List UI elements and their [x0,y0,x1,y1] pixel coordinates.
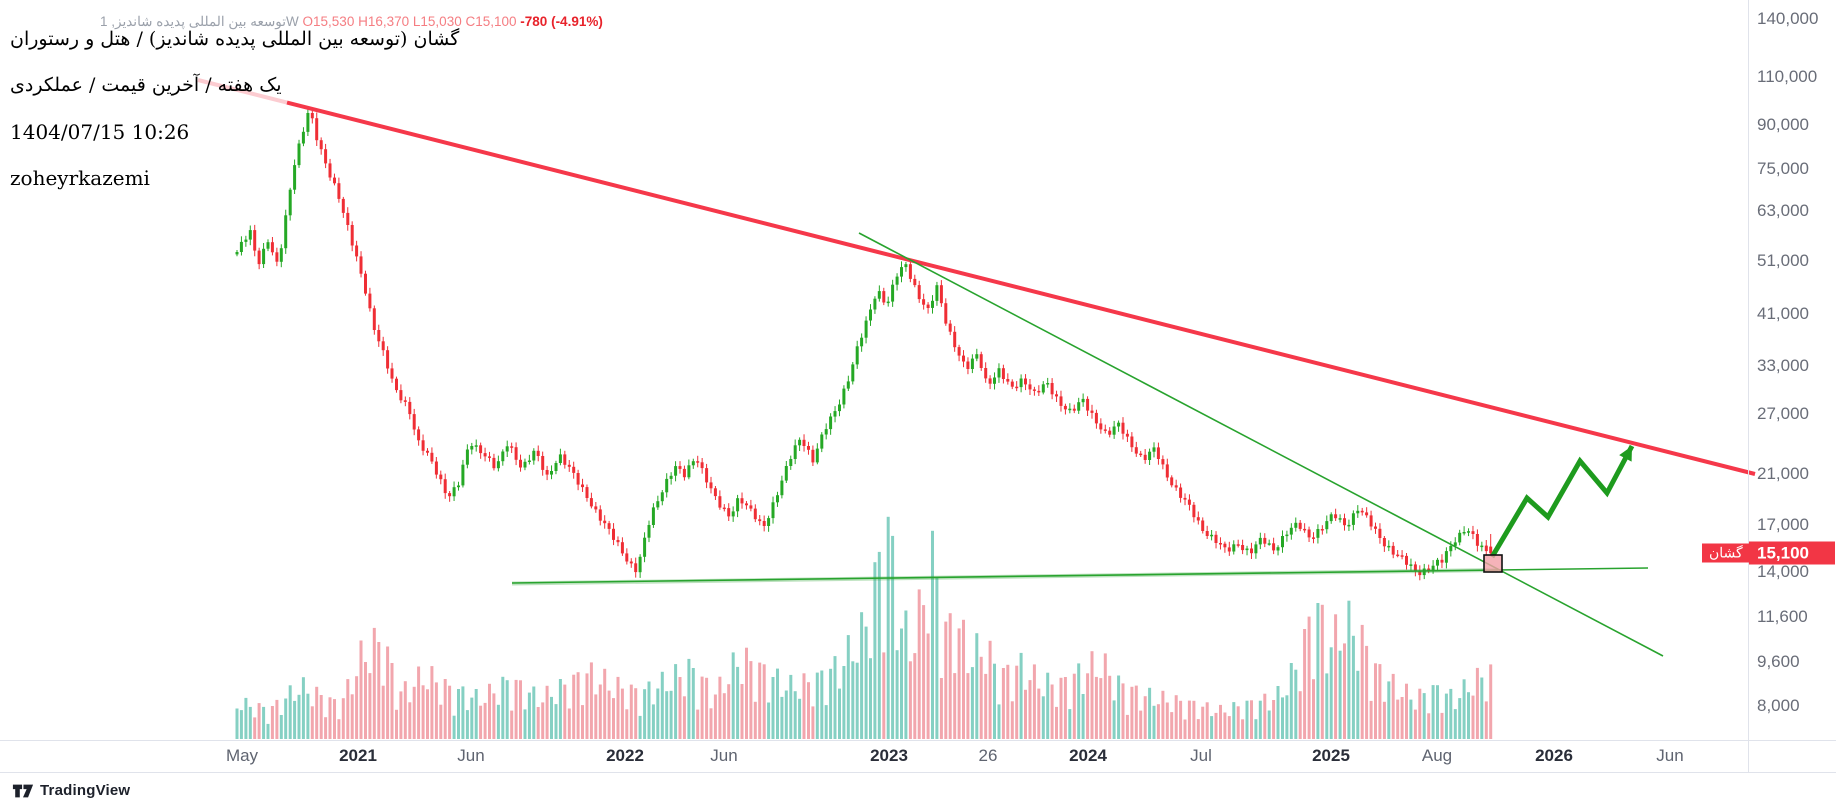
time-tick-label: Jun [457,746,485,765]
time-tick-label: 2023 [870,746,908,765]
price-tick-label: 41,000 [1757,303,1809,323]
tradingview-logo-text: TradingView [40,782,131,799]
tradingview-logo[interactable]: TradingView [12,782,130,799]
legend-symbol[interactable]: توسعه بین المللی پدیده شاندیز, 1W [100,14,299,29]
axis-borders [0,0,1836,773]
time-tick-label: 2024 [1069,746,1107,765]
price-tick-label: 11,600 [1757,606,1808,626]
annotation-title[interactable]: گشان (توسعه بین المللی پدیده شاندیز) / ه… [10,28,460,50]
drawing-objects[interactable] [197,78,1756,657]
tradingview-logo-icon [12,784,34,797]
time-tick-label: Jun [710,746,738,765]
descending-green-trendline[interactable] [858,232,1664,657]
candlestick-series [235,107,1493,581]
legend-low: L15,030 [412,14,462,29]
projection-arrowhead [1619,446,1632,462]
time-tick-label: 2025 [1312,746,1350,765]
legend-high: H16,370 [358,14,410,29]
legend-open: O15,530 [302,14,355,29]
price-axis[interactable]: 140,000 110,000 90,000 75,000 63,000 51,000 41… [1702,0,1836,772]
current-price-label: 15,100 [1749,541,1835,565]
price-tick-label: 9,600 [1757,652,1800,672]
price-tick-label: 21,000 [1757,464,1809,484]
resistance-trendline-faded[interactable] [197,78,288,105]
projection-arrow[interactable] [1489,444,1635,559]
legend-close: C15,100 [465,14,517,29]
time-tick-label: Aug [1421,746,1453,765]
price-tick-label: 63,000 [1757,200,1809,220]
time-tick-label: 26 [978,746,998,765]
price-tick-label: 110,000 [1757,66,1818,86]
time-tick-label: 2022 [606,746,644,765]
volume-pane [235,516,1493,739]
price-tick-label: 8,000 [1757,695,1800,715]
time-tick-label: 2021 [339,746,377,765]
annotation-author[interactable]: zoheyrkazemi [10,166,150,190]
support-trendline[interactable] [511,567,1649,584]
time-tick-label: Jul [1190,746,1212,765]
price-tick-label: 90,000 [1757,114,1809,134]
price-tick-label: 27,000 [1757,403,1809,423]
annotation-datetime[interactable]: 1404/07/15 10:26 [10,120,190,144]
price-tick-label: 14,000 [1757,561,1809,581]
price-tick-label: 51,000 [1757,251,1809,271]
time-tick-label: 2026 [1535,746,1573,765]
price-tick-label: 17,000 [1757,514,1809,534]
price-tick-label: 33,000 [1757,355,1809,375]
price-tick-label: 140,000 [1757,8,1819,28]
legend-change: -780 (-4.91%) [520,14,603,29]
legend-bar[interactable]: توسعه بین المللی پدیده شاندیز, 1W O15,53… [100,14,603,30]
resistance-trendline[interactable] [286,100,1756,476]
price-tick-label: 75,000 [1757,158,1809,178]
time-axis[interactable]: May 2021 Jun 2022 Jun 2023 26 2024 Jul 2025 Aug 202… [0,740,1836,772]
symbol-price-tag: گشان [1702,543,1750,563]
breakout-marker-box[interactable] [1483,554,1503,573]
annotation-subtitle[interactable]: یک هفته / آخرین قیمت / عملکردی [10,74,282,96]
time-tick-label: May [225,746,259,765]
time-tick-label: Jun [1656,746,1684,765]
